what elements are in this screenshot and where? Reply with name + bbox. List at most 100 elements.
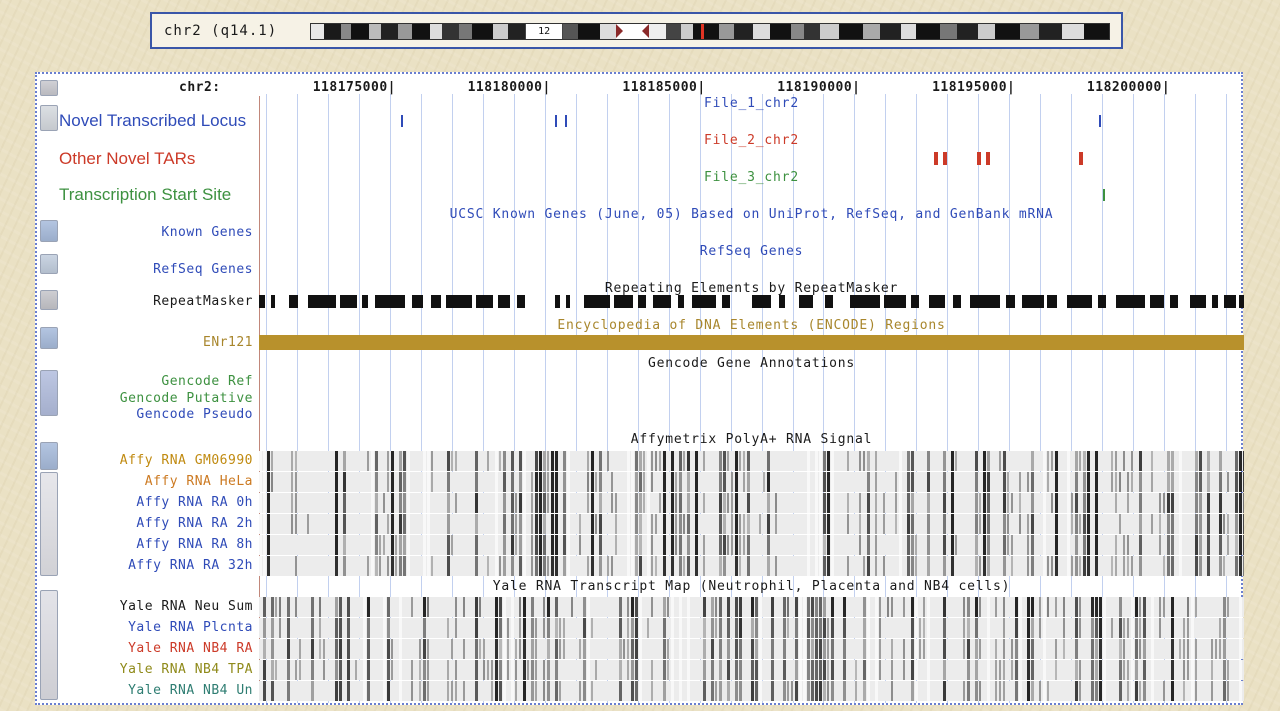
- feature-tick[interactable]: [977, 152, 982, 165]
- track-grab-handle[interactable]: [40, 472, 58, 576]
- signal-row[interactable]: [259, 660, 1244, 680]
- repeat-block[interactable]: [850, 295, 880, 308]
- feature-tick[interactable]: [933, 152, 938, 165]
- signal-row[interactable]: [259, 618, 1244, 638]
- repeat-block[interactable]: [288, 295, 299, 308]
- repeat-block[interactable]: [259, 295, 265, 308]
- repeat-block[interactable]: [1066, 295, 1093, 308]
- signal-row[interactable]: [259, 639, 1244, 659]
- repeat-block[interactable]: [566, 295, 571, 308]
- track-grab-handle[interactable]: [40, 254, 58, 274]
- track-grab-handle[interactable]: [40, 327, 58, 349]
- track-label[interactable]: Novel Transcribed Locus: [59, 111, 247, 130]
- repeat-block[interactable]: [446, 295, 472, 308]
- repeat-block[interactable]: [751, 295, 772, 308]
- repeat-block[interactable]: [517, 295, 525, 308]
- feature-tick[interactable]: [1078, 152, 1083, 165]
- repeat-block[interactable]: [1170, 295, 1178, 308]
- repeat-block[interactable]: [554, 295, 561, 308]
- repeat-block[interactable]: [1150, 295, 1165, 308]
- repeat-block[interactable]: [1047, 295, 1057, 308]
- feature-tick[interactable]: [1099, 115, 1102, 127]
- track-grab-handle[interactable]: [40, 290, 58, 310]
- ruler-tick-label[interactable]: 118185000|: [622, 80, 706, 95]
- repeat-block[interactable]: [798, 295, 813, 308]
- track-label[interactable]: Affy RNA GM06990: [119, 453, 253, 468]
- track-label[interactable]: Yale RNA NB4 Un: [128, 683, 253, 698]
- track-grab-handle[interactable]: [40, 590, 58, 700]
- repeat-block[interactable]: [779, 295, 785, 308]
- region-bar[interactable]: [259, 335, 1244, 350]
- chromosome-band-bar[interactable]: 12: [310, 23, 1110, 40]
- feature-tick[interactable]: [985, 152, 990, 165]
- track-label[interactable]: Yale RNA NB4 TPA: [119, 662, 253, 677]
- track-label[interactable]: Yale RNA Neu Sum: [119, 599, 253, 614]
- repeat-block[interactable]: [953, 295, 962, 308]
- repeat-block[interactable]: [1022, 295, 1045, 308]
- feature-tick[interactable]: [942, 152, 947, 165]
- repeat-block[interactable]: [613, 295, 634, 308]
- signal-row[interactable]: [259, 535, 1244, 555]
- repeat-block[interactable]: [270, 295, 275, 308]
- track-label[interactable]: RefSeq Genes: [153, 262, 253, 277]
- signal-row[interactable]: [259, 681, 1244, 701]
- repeat-block[interactable]: [653, 295, 671, 308]
- repeat-block[interactable]: [1098, 295, 1107, 308]
- repeat-block[interactable]: [1212, 295, 1219, 308]
- track-label[interactable]: Affy RNA RA 8h: [136, 537, 253, 552]
- ruler-tick-label[interactable]: 118200000|: [1086, 80, 1171, 95]
- ruler-chrom-label[interactable]: chr2:: [179, 80, 221, 95]
- track-label[interactable]: Transcription Start Site: [59, 185, 232, 204]
- feature-tick[interactable]: [400, 115, 403, 127]
- track-label[interactable]: ENr121: [203, 334, 253, 350]
- repeat-block[interactable]: [928, 295, 945, 308]
- ruler-tick-label[interactable]: 118175000|: [312, 80, 396, 95]
- repeat-block[interactable]: [584, 295, 610, 308]
- signal-row[interactable]: [259, 472, 1244, 492]
- repeat-block[interactable]: [475, 295, 494, 308]
- track-label[interactable]: Affy RNA RA 32h: [128, 558, 253, 573]
- repeat-block[interactable]: [677, 295, 684, 308]
- repeat-block[interactable]: [1239, 295, 1244, 308]
- repeat-block[interactable]: [884, 295, 907, 308]
- repeat-block[interactable]: [411, 295, 424, 308]
- track-label[interactable]: Affy RNA RA 0h: [136, 495, 253, 510]
- repeat-block[interactable]: [431, 295, 442, 308]
- repeat-block[interactable]: [308, 295, 336, 308]
- track-label[interactable]: Affy RNA RA 2h: [136, 516, 253, 531]
- signal-row[interactable]: [259, 451, 1244, 471]
- chromosome-ideogram[interactable]: chr2 (q14.1) 12: [150, 12, 1123, 49]
- repeat-block[interactable]: [721, 295, 730, 308]
- track-grab-handle[interactable]: [40, 105, 58, 131]
- ruler-tick-label[interactable]: 118195000|: [932, 80, 1016, 95]
- feature-tick[interactable]: [554, 115, 557, 127]
- signal-row[interactable]: [259, 493, 1244, 513]
- track-label[interactable]: Yale RNA NB4 RA: [128, 641, 253, 656]
- repeat-block[interactable]: [970, 295, 1000, 308]
- ruler-tick-label[interactable]: 118190000|: [777, 80, 861, 95]
- track-grab-handle[interactable]: [40, 80, 58, 96]
- track-grab-handle[interactable]: [40, 370, 58, 416]
- repeat-block[interactable]: [362, 295, 369, 308]
- signal-row[interactable]: [259, 597, 1244, 617]
- feature-tick[interactable]: [565, 115, 568, 127]
- repeat-block[interactable]: [638, 295, 647, 308]
- ruler-tick-label[interactable]: 118180000|: [467, 80, 551, 95]
- repeat-block[interactable]: [825, 295, 834, 308]
- track-label[interactable]: Known Genes: [161, 225, 253, 240]
- track-label[interactable]: Gencode Pseudo: [136, 407, 253, 422]
- track-label[interactable]: Other Novel TARs: [59, 148, 196, 168]
- track-label[interactable]: Affy RNA HeLa: [144, 474, 253, 489]
- track-grab-handle[interactable]: [40, 442, 58, 470]
- repeat-block[interactable]: [339, 295, 358, 308]
- track-label[interactable]: Yale RNA Plcnta: [128, 620, 253, 635]
- feature-tick[interactable]: [1103, 189, 1106, 201]
- repeat-block[interactable]: [1115, 295, 1146, 308]
- signal-row[interactable]: [259, 514, 1244, 534]
- repeat-block[interactable]: [1224, 295, 1237, 308]
- tracks-panel[interactable]: chr2: 118175000| 118180000| 118185000| 11819…: [35, 72, 1244, 705]
- signal-row[interactable]: [259, 556, 1244, 576]
- track-grab-handle[interactable]: [40, 220, 58, 242]
- repeat-block[interactable]: [1189, 295, 1206, 308]
- track-label[interactable]: Gencode Putative: [119, 391, 253, 406]
